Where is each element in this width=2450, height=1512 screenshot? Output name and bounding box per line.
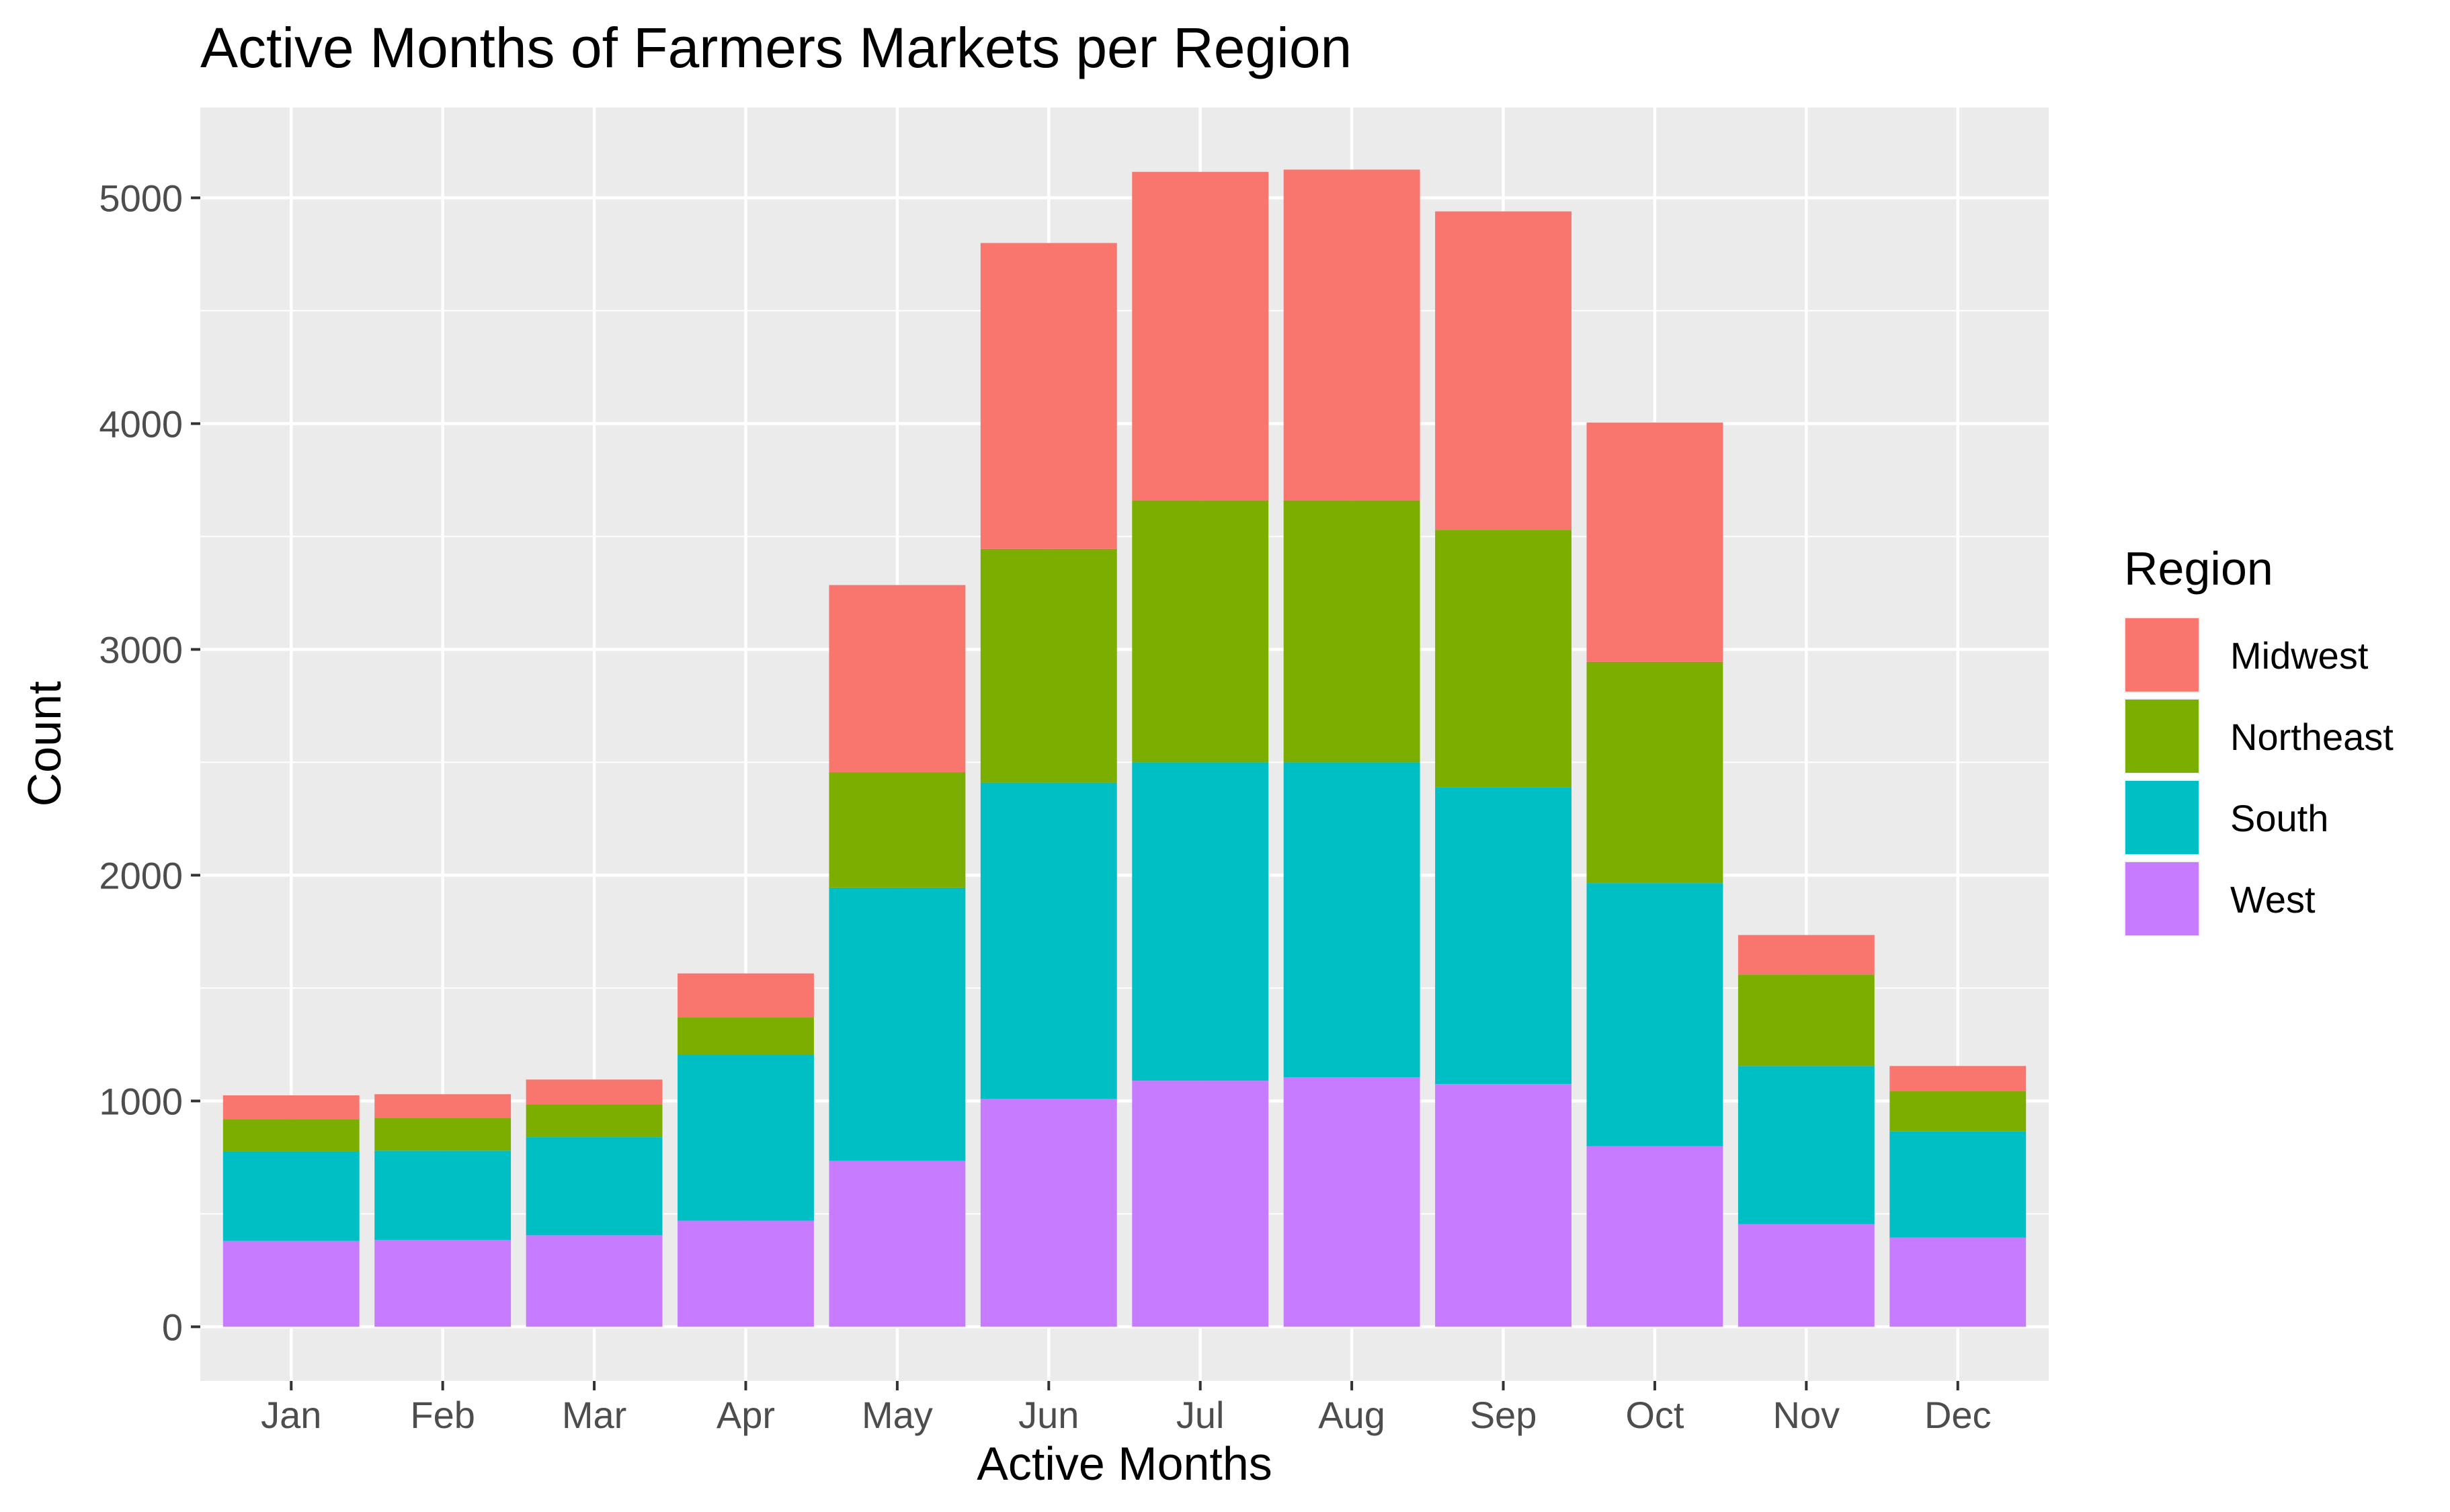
x-tick-label: Feb <box>410 1394 475 1436</box>
legend-label-midwest: Midwest <box>2230 634 2369 677</box>
bar-segment-west-apr <box>678 1220 814 1327</box>
bar-segment-south-sep <box>1435 787 1571 1085</box>
y-axis: 0 1000 2000 3000 4000 5000 <box>99 177 200 1348</box>
bar-segment-midwest-oct <box>1586 422 1723 662</box>
bar-segment-south-jul <box>1132 762 1269 1081</box>
bar-segment-northeast-apr <box>678 1017 814 1055</box>
bar-segment-south-apr <box>678 1054 814 1221</box>
bar-segment-west-may <box>829 1161 966 1327</box>
bar-segment-west-jul <box>1132 1081 1269 1327</box>
bar-segment-south-nov <box>1738 1066 1875 1224</box>
bar-segment-midwest-nov <box>1738 935 1875 975</box>
bar-segment-midwest-feb <box>374 1094 512 1118</box>
x-tick-label: Jun <box>1018 1394 1079 1436</box>
bar-segment-west-nov <box>1738 1224 1875 1327</box>
x-axis: Jan Feb Mar Apr May Jun Jul Aug Sep Oct Nov Dec <box>261 1381 1992 1436</box>
bar-segment-midwest-jan <box>222 1095 360 1120</box>
bar-segment-south-mar <box>526 1137 663 1236</box>
bar-segment-south-feb <box>374 1150 512 1241</box>
x-tick-label: Apr <box>717 1394 775 1436</box>
legend-label-south: South <box>2230 797 2328 839</box>
bar-segment-south-aug <box>1283 762 1420 1078</box>
bar-segment-northeast-jan <box>222 1119 360 1152</box>
bar-segment-northeast-nov <box>1738 974 1875 1066</box>
bar-segment-midwest-mar <box>526 1079 663 1105</box>
bar-segment-midwest-dec <box>1889 1066 2027 1091</box>
legend-swatch-midwest <box>2125 618 2199 691</box>
legend-swatch-northeast <box>2125 700 2199 773</box>
bar-segment-northeast-dec <box>1889 1091 2027 1132</box>
bar-segment-west-mar <box>526 1235 663 1327</box>
y-tick-label: 3000 <box>99 628 183 671</box>
legend-label-west: West <box>2230 878 2316 921</box>
legend-title: Region <box>2124 542 2273 595</box>
chart-title: Active Months of Farmers Markets per Reg… <box>200 16 1352 79</box>
x-tick-label: Jul <box>1176 1394 1225 1436</box>
bar-segment-midwest-apr <box>678 973 814 1018</box>
x-tick-label: Nov <box>1773 1394 1840 1436</box>
bar-segment-west-dec <box>1889 1237 2027 1327</box>
bar-segment-northeast-may <box>829 772 966 888</box>
bar-segment-northeast-sep <box>1435 530 1571 788</box>
x-tick-label: Jan <box>261 1394 321 1436</box>
bar-segment-south-jun <box>980 782 1117 1099</box>
legend-swatch-west <box>2125 862 2199 935</box>
y-tick-label: 1000 <box>99 1080 183 1122</box>
bar-segment-south-dec <box>1889 1131 2027 1238</box>
y-tick-label: 4000 <box>99 403 183 445</box>
bar-segment-west-jun <box>980 1099 1117 1327</box>
x-tick-label: Aug <box>1318 1394 1385 1436</box>
bar-segment-midwest-may <box>829 585 966 773</box>
bar-segment-northeast-jun <box>980 548 1117 783</box>
y-tick-label: 5000 <box>99 177 183 219</box>
bar-segment-midwest-sep <box>1435 211 1571 530</box>
bar-segment-west-sep <box>1435 1084 1571 1327</box>
bar-segment-midwest-jul <box>1132 171 1269 501</box>
bar-segment-west-jan <box>222 1241 360 1327</box>
x-axis-title: Active Months <box>977 1437 1272 1490</box>
bar-segment-south-oct <box>1586 883 1723 1146</box>
legend-label-northeast: Northeast <box>2230 716 2394 758</box>
y-axis-title: Count <box>18 681 71 807</box>
x-tick-label: Sep <box>1470 1394 1537 1436</box>
bar-segment-west-oct <box>1586 1146 1723 1327</box>
bar-segment-midwest-aug <box>1283 169 1420 501</box>
x-tick-label: May <box>862 1394 933 1436</box>
y-tick-label: 0 <box>162 1306 183 1348</box>
bar-segment-northeast-feb <box>374 1118 512 1151</box>
bar-segment-midwest-jun <box>980 243 1117 549</box>
bar-segment-west-aug <box>1283 1077 1420 1327</box>
y-tick-label: 2000 <box>99 854 183 896</box>
x-tick-label: Oct <box>1625 1394 1684 1436</box>
bar-segment-south-jan <box>222 1151 360 1241</box>
bar-segment-northeast-mar <box>526 1104 663 1138</box>
legend: Region Midwest Northeast South West <box>2124 542 2394 937</box>
bars-layer <box>222 169 2027 1327</box>
legend-swatch-south <box>2125 781 2199 854</box>
bar-segment-northeast-oct <box>1586 661 1723 884</box>
bar-segment-west-feb <box>374 1240 512 1327</box>
bar-segment-northeast-jul <box>1132 500 1269 763</box>
bar-segment-south-may <box>829 887 966 1161</box>
x-tick-label: Mar <box>562 1394 626 1436</box>
bar-segment-northeast-aug <box>1283 500 1420 763</box>
x-tick-label: Dec <box>1924 1394 1992 1436</box>
